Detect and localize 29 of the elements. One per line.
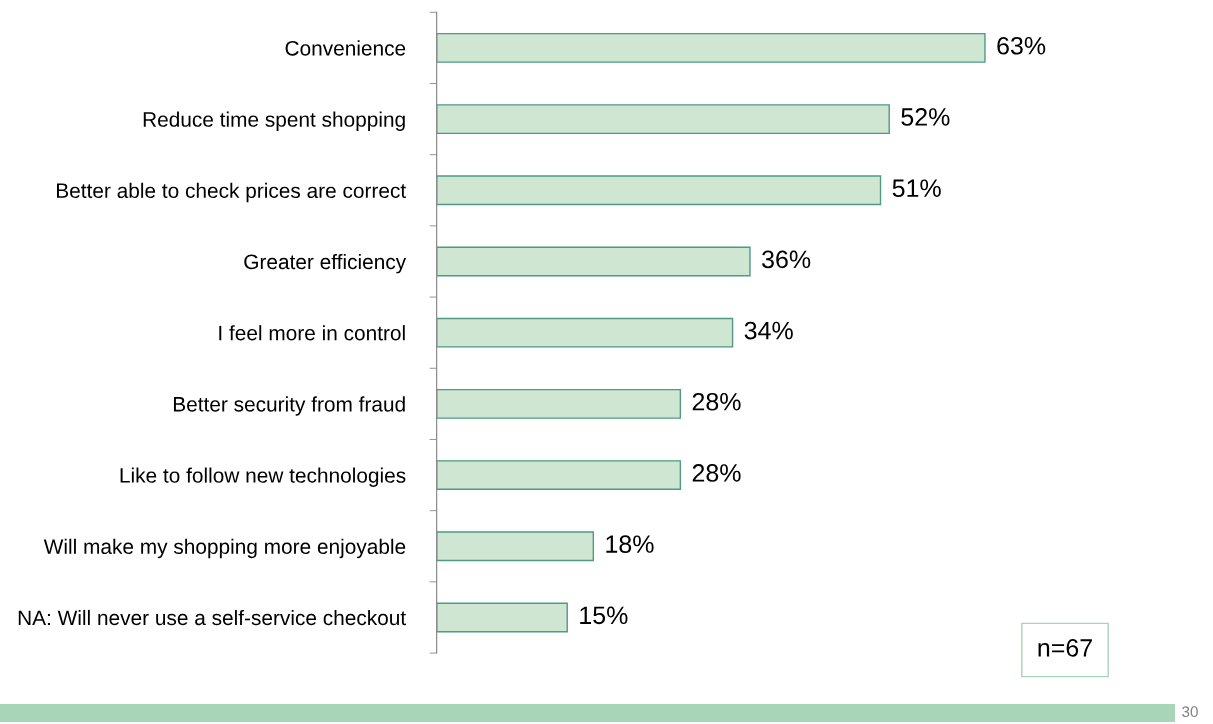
bar: [436, 460, 682, 490]
text: 30: [1182, 706, 1198, 718]
bar: [436, 104, 890, 135]
data-label: 34%: [744, 321, 793, 340]
data-label: 36%: [762, 250, 811, 269]
text: n=67: [1038, 639, 1092, 657]
bar: [436, 602, 568, 633]
y-tick-label: Better able to check prices are correct: [57, 182, 406, 203]
bar: [436, 175, 882, 206]
bar: [436, 531, 595, 562]
data-label: 63%: [997, 36, 1046, 55]
bar: [436, 246, 751, 277]
data-label: 28%: [692, 392, 741, 411]
y-tick-label: Convenience: [285, 40, 406, 56]
y-tick-label: I feel more in control: [219, 325, 405, 341]
bar: [436, 317, 734, 348]
y-tick-label: Like to follow new technologies: [120, 467, 406, 487]
y-tick-label: Better security from fraud: [173, 396, 405, 416]
data-label: 15%: [580, 606, 628, 625]
data-label: 28%: [692, 464, 741, 482]
y-tick-label: Reduce time spent shopping: [143, 111, 405, 131]
data-label: 51%: [892, 179, 941, 197]
data-label: 18%: [606, 535, 654, 553]
y-tick-label: Will make my shopping more enjoyable: [43, 538, 406, 559]
bar: [436, 32, 986, 63]
y-tick-label: NA: Will never use a self-service checkout: [18, 609, 406, 626]
data-label: 52%: [901, 108, 950, 126]
bar: [436, 388, 682, 419]
y-tick-label: Greater efficiency: [244, 253, 407, 274]
